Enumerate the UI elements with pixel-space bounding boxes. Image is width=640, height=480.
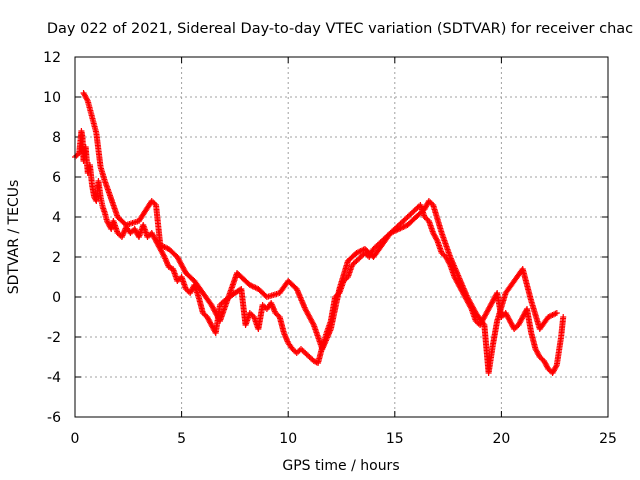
y-tick-label: 4 (52, 210, 61, 226)
y-tick-label: 12 (43, 50, 61, 66)
x-axis-label: GPS time / hours (282, 458, 399, 474)
grid-lines (75, 57, 608, 417)
data-points (72, 90, 567, 376)
y-tick-label: -2 (47, 330, 61, 346)
y-tick-label: -4 (47, 370, 61, 386)
x-tick-label: 15 (386, 431, 404, 447)
y-tick-label: 10 (43, 90, 61, 106)
y-tick-label: 0 (52, 290, 61, 306)
x-tick-label: 5 (177, 431, 186, 447)
data-point (310, 320, 317, 327)
x-tick-label: 25 (599, 431, 617, 447)
y-tick-label: 8 (52, 130, 61, 146)
y-axis-label: SDTVAR / TECUs (6, 180, 22, 295)
data-point (433, 236, 440, 243)
y-tick-label: 2 (52, 250, 61, 266)
x-tick-label: 20 (492, 431, 510, 447)
axis-ticks: 0 5 10 15 20 25 -6 -4 -2 0 2 4 6 8 10 12 (43, 50, 617, 447)
data-point (560, 314, 567, 320)
y-tick-label: -6 (47, 410, 61, 426)
data-point (480, 320, 487, 327)
data-point (553, 310, 560, 316)
chart-title: Day 022 of 2021, Sidereal Day-to-day VTE… (47, 21, 633, 37)
x-tick-label: 0 (71, 431, 80, 447)
y-tick-label: 6 (52, 170, 61, 186)
data-point (84, 96, 91, 103)
data-point (160, 252, 167, 259)
data-point (553, 363, 560, 370)
x-tick-label: 10 (279, 431, 297, 447)
plot-frame (74, 56, 609, 418)
